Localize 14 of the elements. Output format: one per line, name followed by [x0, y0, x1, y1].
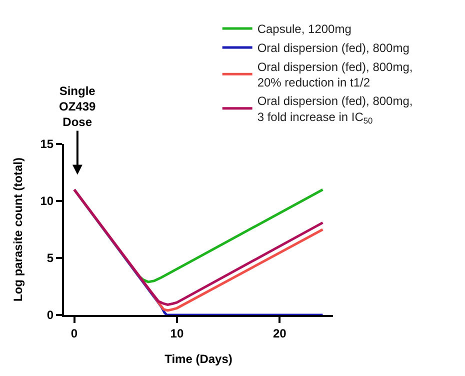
y-tick-label: 5: [46, 251, 54, 266]
legend-label: Oral dispersion (fed), 800mg: [257, 41, 410, 56]
y-tick-label: 0: [46, 308, 54, 322]
y-tick-label: 10: [40, 194, 54, 208]
x-tick-label: 20: [272, 326, 287, 340]
x-tick-label: 10: [170, 326, 184, 340]
x-tick-label: 0: [70, 326, 78, 340]
legend-label: Oral dispersion (fed), 800mg, 3 fold increase in IC$_{50}$: [257, 94, 413, 126]
legend-label: Capsule, 1200mg: [257, 22, 352, 36]
y-axis-title: Log parasite count (total): [11, 157, 26, 302]
text: Single OZ439 Dose: [59, 84, 96, 130]
x-axis-title: Time (Days): [164, 352, 232, 366]
legend-label: Oral dispersion (fed), 800mg, 20% reduction in t1/2: [257, 60, 413, 90]
y-tick-label: 15: [40, 137, 54, 152]
